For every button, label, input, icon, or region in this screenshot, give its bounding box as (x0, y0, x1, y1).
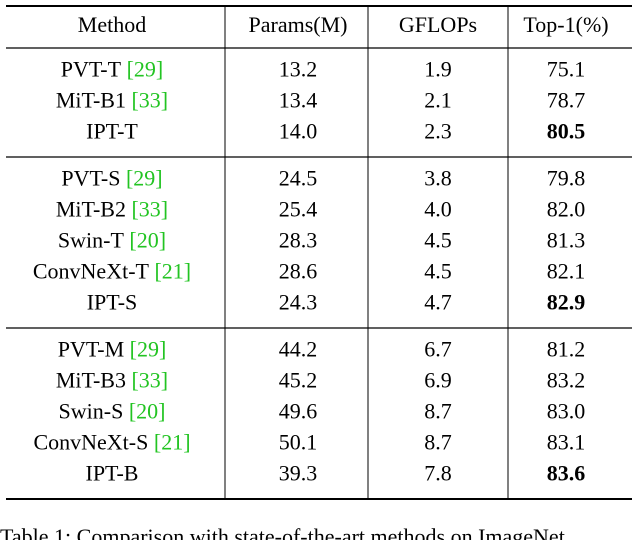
gflops-cell: 3.8 (424, 166, 452, 191)
citation[interactable]: 29 (134, 57, 156, 82)
gflops-cell: 4.5 (424, 259, 452, 284)
gflops-cell: 2.3 (424, 119, 452, 144)
method-cell: Swin-S [20] (59, 399, 166, 424)
gflops-cell: 6.7 (424, 337, 452, 362)
method-cell: PVT-T [29] (61, 57, 163, 82)
citation[interactable]: 33 (139, 197, 161, 222)
top1-cell: 78.7 (547, 88, 586, 113)
top1-cell: 83.2 (547, 368, 586, 393)
top1-cell: 83.0 (547, 399, 586, 424)
top1-cell: 82.9 (547, 290, 586, 315)
params-cell: 24.3 (279, 290, 318, 315)
method-name: PVT-M (58, 337, 124, 362)
method-name: Swin-T (58, 228, 125, 253)
params-cell: 25.4 (279, 197, 318, 222)
citation[interactable]: 33 (139, 368, 161, 393)
caption: Table 1: Comparison with state-of-the-ar… (0, 524, 565, 540)
gflops-cell: 8.7 (424, 399, 452, 424)
method-cell: MiT-B3 [33] (56, 368, 168, 393)
method-name: MiT-B3 (56, 368, 126, 393)
params-cell: 13.4 (279, 88, 318, 113)
method-name: MiT-B2 (56, 197, 126, 222)
top1-cell: 75.1 (547, 57, 586, 82)
params-cell: 24.5 (279, 166, 318, 191)
params-cell: 13.2 (279, 57, 318, 82)
citation[interactable]: 33 (139, 88, 161, 113)
params-cell: 28.6 (279, 259, 318, 284)
params-cell: 50.1 (279, 430, 318, 455)
gflops-cell: 4.0 (424, 197, 452, 222)
citation[interactable]: 21 (162, 259, 184, 284)
method-name: IPT-S (87, 290, 138, 315)
method-cell: MiT-B1 [33] (56, 88, 168, 113)
method-cell: IPT-S (87, 290, 138, 315)
params-cell: 39.3 (279, 461, 318, 486)
gflops-cell: 4.7 (424, 290, 452, 315)
gflops-cell: 6.9 (424, 368, 452, 393)
method-name: PVT-S (61, 166, 120, 191)
top1-cell: 82.0 (547, 197, 586, 222)
citation[interactable]: 20 (137, 228, 159, 253)
top1-cell: 82.1 (547, 259, 586, 284)
citation[interactable]: 20 (136, 399, 158, 424)
params-cell: 49.6 (279, 399, 318, 424)
method-cell: IPT-T (86, 119, 138, 144)
gflops-cell: 8.7 (424, 430, 452, 455)
gflops-cell: 2.1 (424, 88, 452, 113)
citation[interactable]: 29 (133, 166, 155, 191)
method-name: ConvNeXt-S (33, 430, 148, 455)
gflops-cell: 4.5 (424, 228, 452, 253)
citation[interactable]: 21 (161, 430, 183, 455)
top1-cell: 79.8 (547, 166, 586, 191)
method-name: MiT-B1 (56, 88, 126, 113)
citation[interactable]: 29 (137, 337, 159, 362)
method-cell: ConvNeXt-S [21] (33, 430, 190, 455)
method-name: IPT-B (86, 461, 139, 486)
top1-cell: 81.3 (547, 228, 586, 253)
top1-cell: 83.6 (547, 461, 586, 486)
gflops-cell: 7.8 (424, 461, 452, 486)
column-header: Top-1(%) (523, 12, 608, 37)
method-name: ConvNeXt-T (33, 259, 150, 284)
column-header: GFLOPs (399, 12, 477, 37)
gflops-cell: 1.9 (424, 57, 452, 82)
method-cell: ConvNeXt-T [21] (33, 259, 191, 284)
method-name: Swin-S (59, 399, 124, 424)
method-name: IPT-T (86, 119, 138, 144)
top1-cell: 80.5 (547, 119, 586, 144)
params-cell: 44.2 (279, 337, 318, 362)
top1-cell: 83.1 (547, 430, 586, 455)
method-cell: PVT-S [29] (61, 166, 162, 191)
method-name: PVT-T (61, 57, 122, 82)
params-cell: 28.3 (279, 228, 318, 253)
column-header: Params(M) (249, 12, 348, 37)
method-cell: MiT-B2 [33] (56, 197, 168, 222)
top1-cell: 81.2 (547, 337, 586, 362)
method-cell: PVT-M [29] (58, 337, 167, 362)
method-cell: Swin-T [20] (58, 228, 166, 253)
params-cell: 45.2 (279, 368, 318, 393)
method-cell: IPT-B (86, 461, 139, 486)
params-cell: 14.0 (279, 119, 318, 144)
column-header: Method (78, 12, 146, 37)
